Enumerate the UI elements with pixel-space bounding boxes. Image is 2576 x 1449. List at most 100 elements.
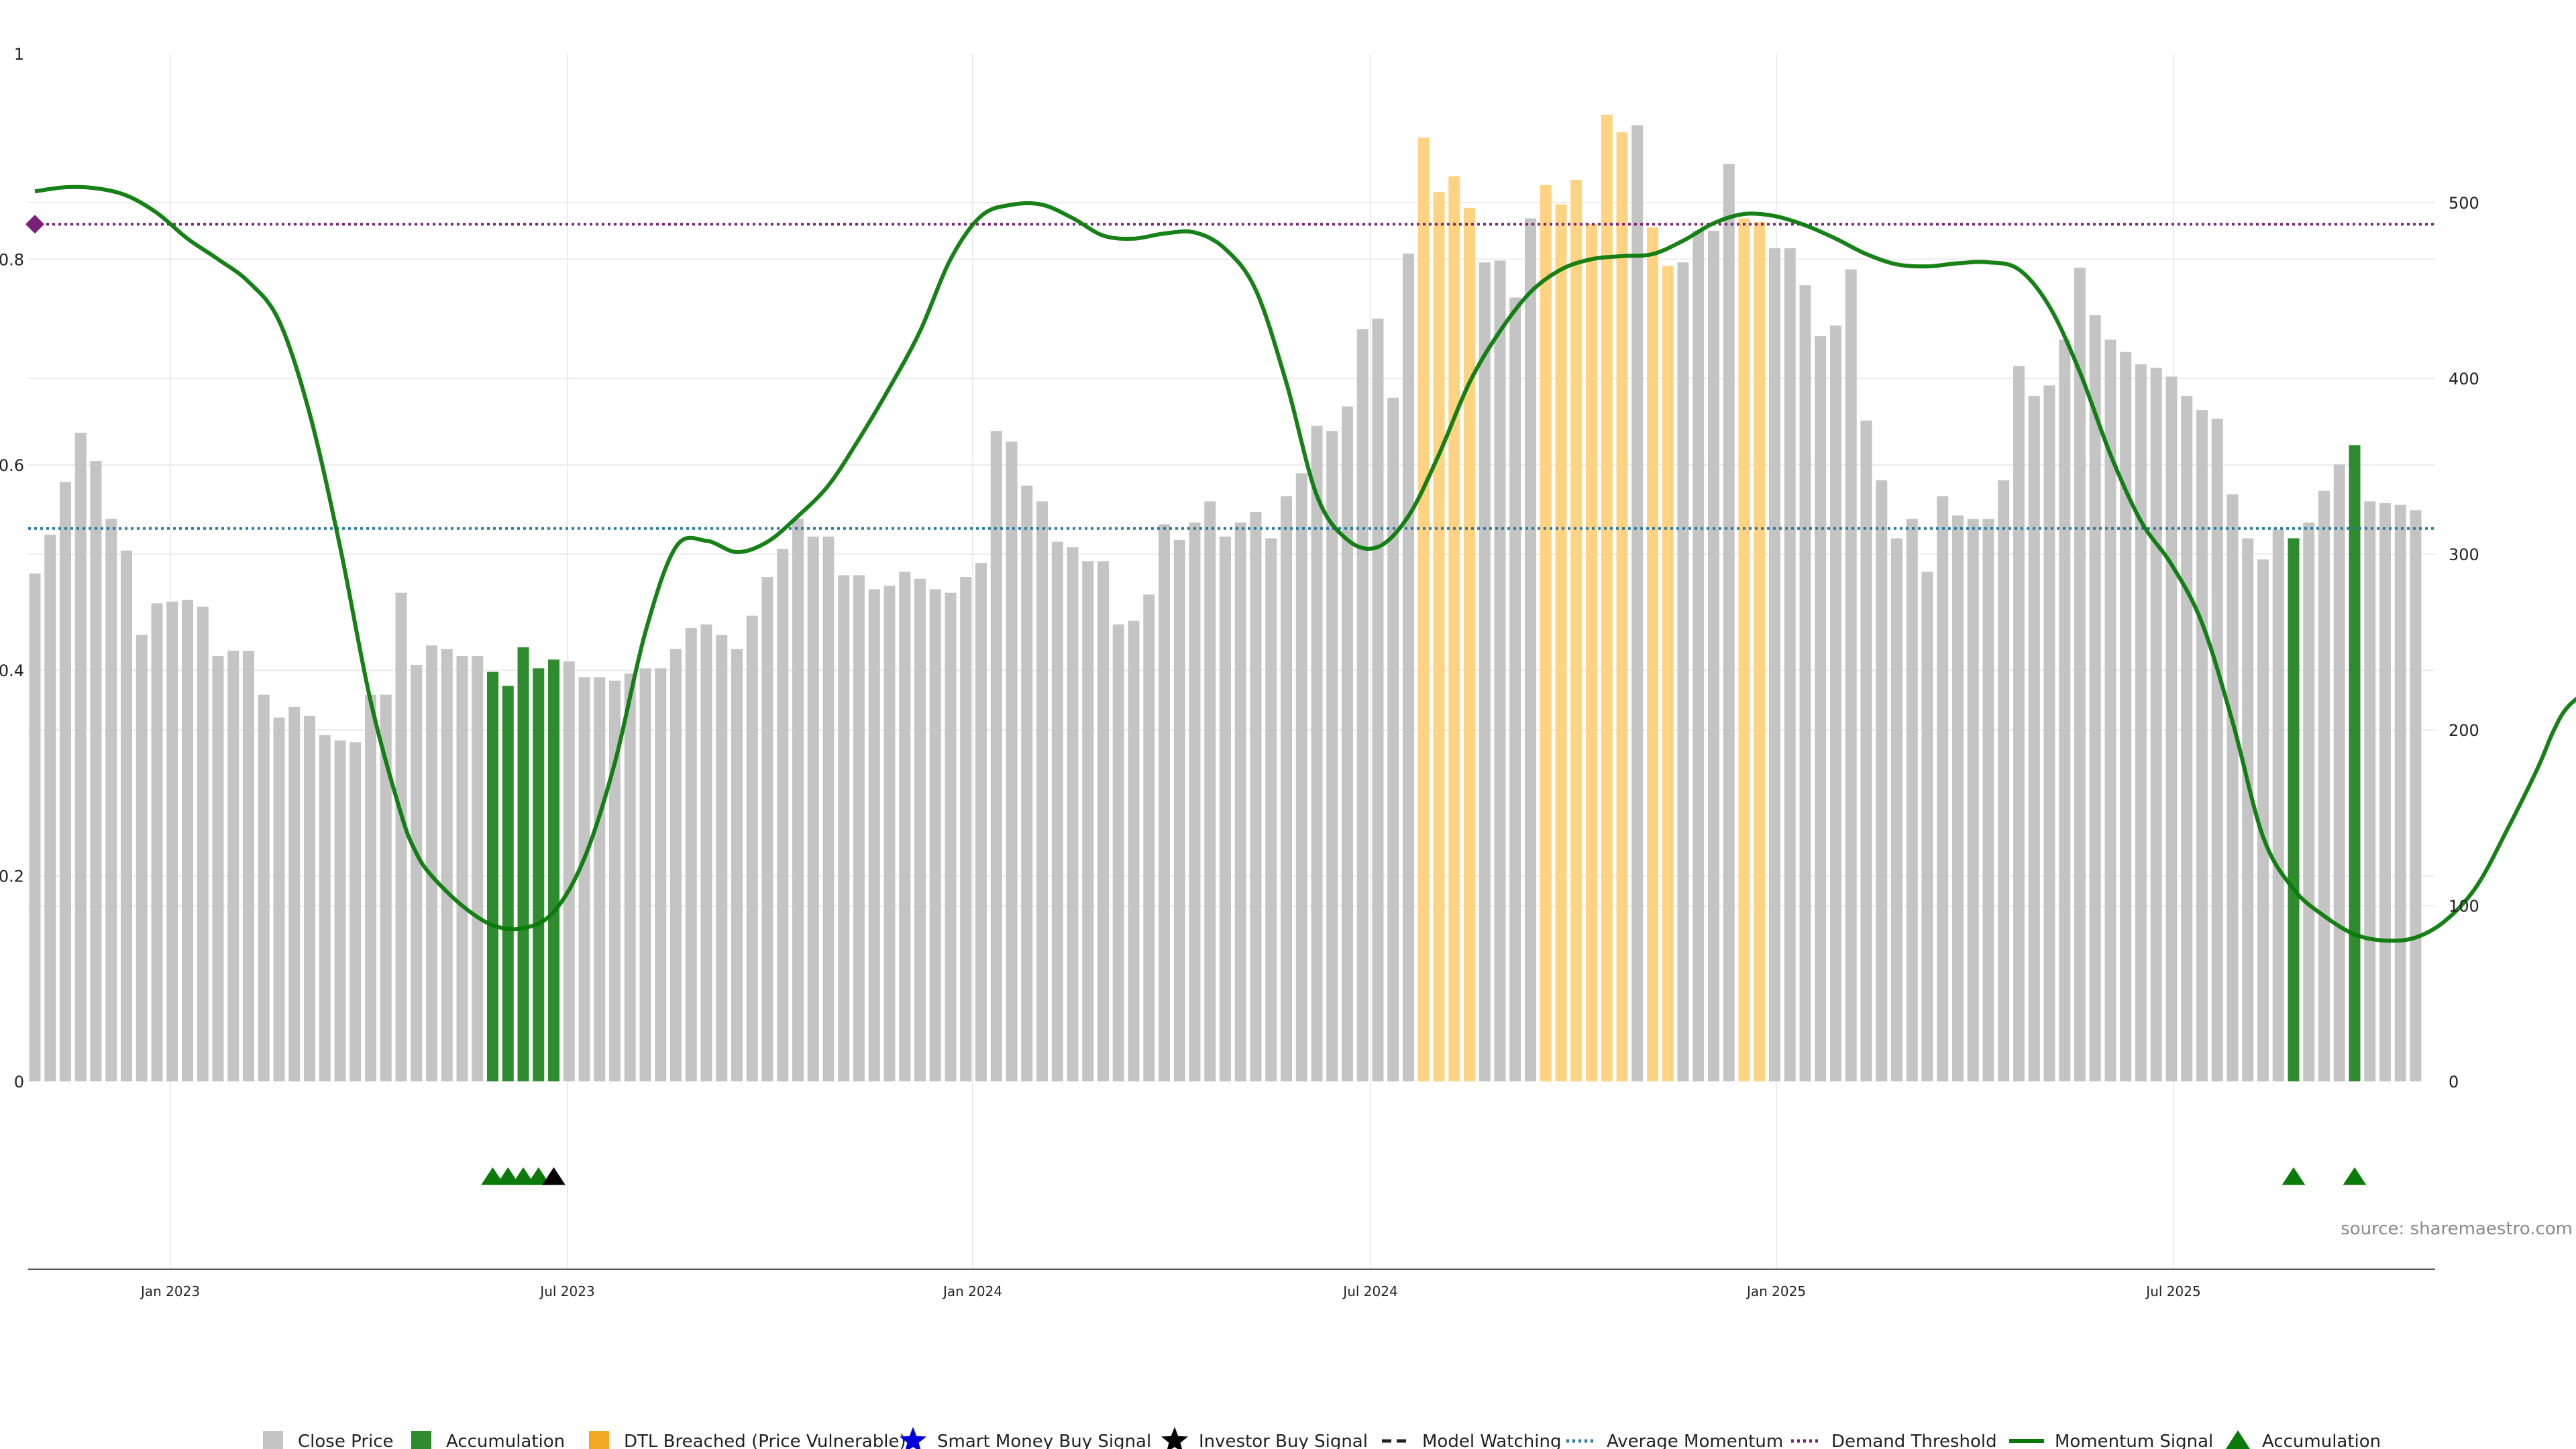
price-bar [1815, 336, 1827, 1081]
price-bar [227, 651, 239, 1081]
y-right-tick-label: 400 [2449, 370, 2479, 388]
price-bar [1097, 561, 1109, 1081]
price-bar [273, 717, 285, 1081]
signal-markers [481, 1167, 2367, 1185]
source-label: source: sharemaestro.com [2341, 1219, 2573, 1239]
legend-item: Model Watching [1382, 1432, 1561, 1449]
price-bar [1006, 441, 1018, 1081]
legend-star-icon [900, 1427, 926, 1449]
legend: Close Price Accumulation DTL Breached (Pri… [263, 1427, 2381, 1449]
price-bar [365, 694, 376, 1081]
price-bar [334, 740, 346, 1081]
price-bar [716, 635, 728, 1081]
price-bar [1555, 204, 1567, 1081]
price-bar [1586, 223, 1597, 1082]
price-bar [929, 589, 941, 1081]
legend-label: DTL Breached (Price Vulnerable) [624, 1432, 906, 1449]
y-left-tick-label: 0.2 [0, 867, 24, 886]
y-left-tick-label: 0.4 [0, 661, 24, 680]
price-bar [1464, 207, 1475, 1081]
price-bar [1479, 262, 1491, 1082]
price-bar [914, 578, 926, 1081]
price-bar [2226, 494, 2239, 1081]
price-bar [1387, 397, 1399, 1081]
legend-item: Average Momentum [1566, 1432, 1783, 1449]
price-bar [350, 742, 362, 1081]
price-bar [533, 668, 545, 1081]
price-bar [2211, 419, 2223, 1081]
investor-buy-marker [542, 1167, 566, 1185]
price-bar [2288, 538, 2300, 1081]
price-bar [1417, 138, 1430, 1081]
price-bar [1234, 522, 1246, 1081]
price-bar [258, 694, 270, 1081]
accumulation-marker [527, 1167, 550, 1185]
price-bar [1112, 624, 1124, 1081]
price-bar [1754, 221, 1766, 1081]
price-bar [1662, 266, 1674, 1081]
price-bar [1403, 253, 1414, 1082]
legend-swatch [263, 1431, 283, 1449]
legend-label: Close Price [298, 1432, 394, 1449]
price-bar [578, 677, 590, 1081]
x-tick-label: Jan 2023 [140, 1283, 200, 1299]
y-left-tick-label: 0.6 [0, 456, 24, 475]
price-bar [1906, 519, 1918, 1081]
legend-item: DTL Breached (Price Vulnerable) [589, 1431, 906, 1449]
y-left-tick-label: 1 [14, 45, 24, 64]
legend-item: Momentum Signal [2009, 1432, 2213, 1449]
signal-lines [25, 184, 2576, 943]
legend-label: Momentum Signal [2055, 1432, 2213, 1449]
price-bar [60, 482, 71, 1081]
price-bar [1784, 248, 1796, 1081]
price-bar [1860, 420, 1872, 1081]
price-bar [2410, 510, 2422, 1081]
price-bar [1891, 538, 1902, 1081]
x-tick-label: Jan 2024 [942, 1283, 1002, 1299]
price-bar [853, 575, 865, 1081]
price-bar [2120, 352, 2132, 1082]
price-bar [1631, 125, 1644, 1082]
price-bar [899, 572, 911, 1081]
price-bar [1876, 480, 1888, 1081]
legend-item: Demand Threshold [1791, 1432, 1997, 1449]
price-bar [136, 635, 148, 1081]
price-bar [472, 655, 484, 1081]
price-bar [44, 535, 56, 1081]
price-bar [2242, 538, 2254, 1081]
axes: 0 0.2 0.4 0.6 0.8 1 0 100 200 300 400 500 Jan 2023 Ju… [0, 45, 2479, 1299]
accumulation-marker [496, 1167, 520, 1185]
price-bar [1799, 285, 1811, 1081]
price-bar [792, 519, 804, 1081]
price-bar [548, 659, 559, 1081]
price-bar [1326, 431, 1338, 1081]
price-bar [1830, 325, 1841, 1081]
price-bar [2272, 529, 2284, 1081]
accumulation-marker [511, 1167, 535, 1185]
price-bar [2196, 410, 2208, 1081]
accumulation-marker [481, 1167, 504, 1185]
price-bar [1356, 329, 1368, 1081]
price-bar [1509, 297, 1521, 1082]
price-bar [288, 706, 301, 1081]
price-bar [685, 628, 697, 1081]
legend-label: Model Watching [1422, 1432, 1561, 1449]
price-bar [1708, 230, 1719, 1081]
price-bar [1723, 164, 1735, 1082]
price-bar [2013, 366, 2025, 1082]
legend-label: Investor Buy Signal [1199, 1432, 1368, 1449]
y-right-tick-label: 0 [2449, 1073, 2459, 1091]
price-bar [2318, 490, 2330, 1081]
price-bar [883, 586, 896, 1081]
y-left-tick-label: 0 [14, 1073, 24, 1091]
price-bar [1952, 515, 1964, 1081]
price-bar [2379, 503, 2391, 1081]
legend-item: Accumulation [411, 1431, 565, 1449]
price-bar [1265, 538, 1277, 1081]
x-tick-label: Jul 2025 [2145, 1283, 2200, 1299]
price-bar [380, 694, 392, 1081]
y-right-tick-label: 200 [2449, 721, 2479, 740]
price-bar [2257, 559, 2269, 1081]
y-right-tick-label: 300 [2449, 545, 2479, 564]
